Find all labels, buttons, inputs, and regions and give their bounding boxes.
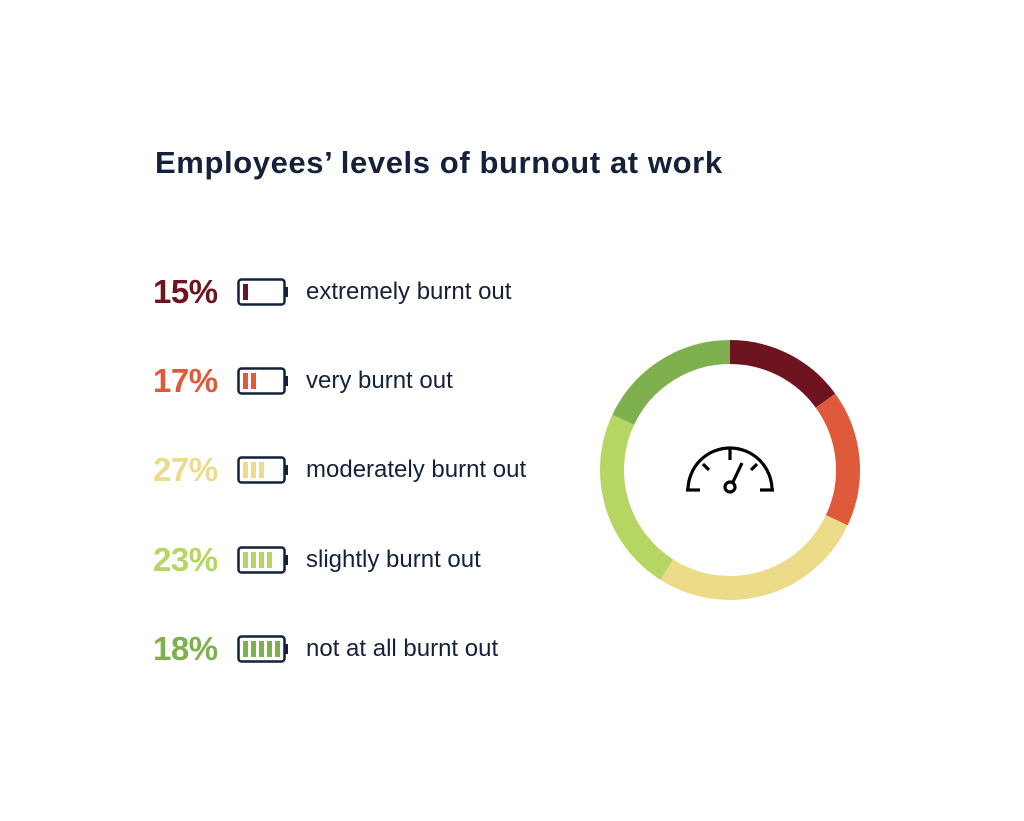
legend-item: 15% extremely burnt out — [153, 272, 511, 312]
chart-title: Employees’ levels of burnout at work — [155, 145, 723, 180]
speedometer-icon — [686, 446, 774, 494]
category-label: moderately burnt out — [306, 456, 527, 483]
percent-label: 18% — [153, 630, 218, 667]
donut-slice-not-at-all-burnt-out — [612, 340, 731, 426]
battery-icon — [237, 635, 288, 663]
percent-label: 17% — [153, 362, 218, 399]
battery-icon — [237, 456, 288, 484]
percent-label: 27% — [153, 451, 218, 488]
percent-label: 15% — [153, 273, 218, 310]
battery-icon — [237, 278, 288, 306]
battery-icon — [237, 367, 288, 395]
legend-item: 23% slightly burnt out — [153, 540, 481, 580]
battery-icon — [237, 546, 288, 574]
donut-chart — [600, 340, 860, 600]
category-label: very burnt out — [306, 367, 453, 394]
category-label: slightly burnt out — [306, 546, 481, 573]
donut-slice-moderately-burnt-out — [660, 514, 848, 600]
percent-label: 23% — [153, 541, 218, 578]
legend-item: 17% very burnt out — [153, 361, 453, 401]
category-label: extremely burnt out — [306, 278, 512, 305]
donut-slice-extremely-burnt-out — [729, 340, 836, 408]
legend-item: 18% not at all burnt out — [153, 629, 498, 669]
donut-slice-slightly-burnt-out — [600, 414, 674, 580]
legend-item: 27% moderately burnt out — [153, 450, 526, 490]
donut-slice-very-burnt-out — [815, 393, 860, 526]
category-label: not at all burnt out — [306, 635, 499, 662]
